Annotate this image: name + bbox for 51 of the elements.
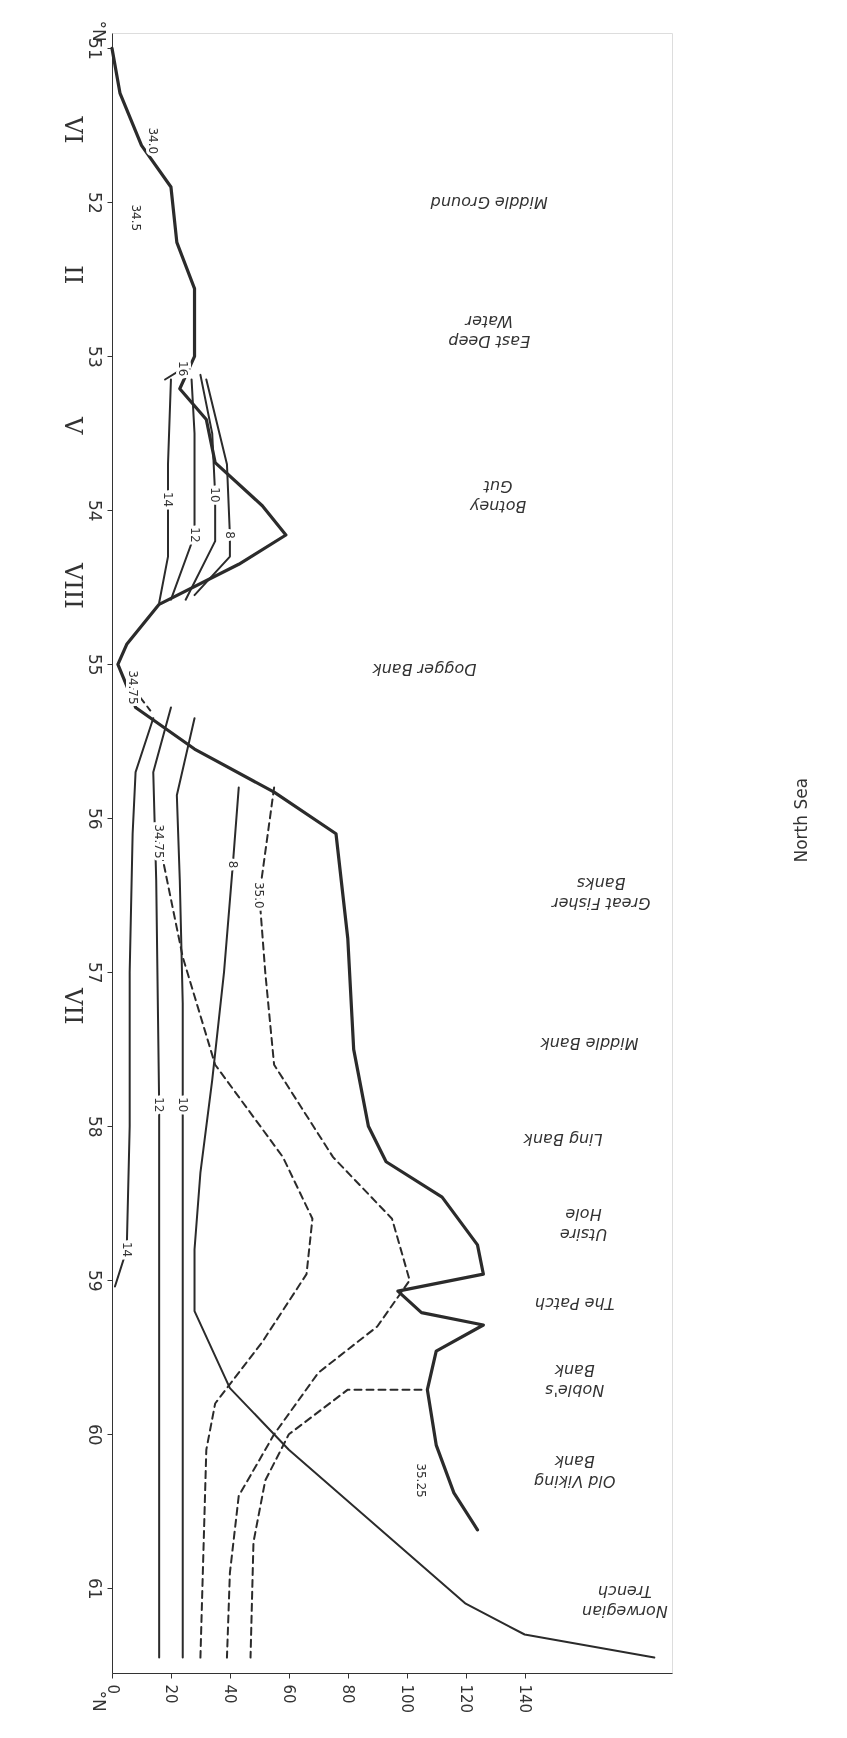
annotation: Old Viking Bank [533,1451,616,1491]
y-tick-label: 61 [84,1577,105,1600]
annotation: Dogger Bank [371,659,477,679]
annotation: 8 [225,860,240,869]
text: II [59,265,87,285]
y-tick-label: 60 [84,1423,105,1446]
y-tick-label: 53 [84,346,105,368]
annotation: 34.75 [125,670,140,705]
annotation: 34.75 [152,824,167,859]
y-tick-label: 52 [84,192,105,214]
annotation: 12 [152,1097,167,1113]
x-tick-label: 100 [398,1684,417,1714]
annotation: 14 [119,1241,134,1258]
x-tick-label: 40 [221,1684,240,1704]
annotation: The Patch [534,1294,615,1314]
text: North Sea [791,777,811,863]
annotation: 8 [222,531,237,539]
x-tick-label: 120 [457,1684,476,1714]
y-tick-label: 56 [84,808,105,830]
annotation: Utsire Hole [559,1205,608,1245]
annotation: 34.5 [128,204,143,232]
annotation: 14 [161,491,175,508]
annotation: 12 [187,527,202,543]
annotation: Norwegian Trench [581,1582,668,1622]
annotation: East Deep Water [448,311,531,351]
annotation: 34.0 [146,127,161,155]
text: VIII [59,561,87,609]
annotation: 16 [175,361,190,377]
y-tick-label: 54 [84,500,105,522]
annotation: Ling Bank [522,1129,603,1149]
annotation: Botney Gut [469,476,527,516]
text: VII [59,987,87,1025]
annotation: 35.25 [414,1463,429,1498]
text: V [59,416,87,435]
x-tick-label: 60 [280,1684,299,1704]
x-tick-label: 80 [339,1684,358,1704]
y-tick-label: 59 [84,1270,105,1292]
annotation: Noble's Bank [545,1360,605,1400]
annotation: Middle Ground [429,193,548,213]
x-tick-label: 20 [162,1684,181,1704]
y-tick-label: 58 [84,1116,105,1138]
annotation: 10 [175,1097,190,1113]
y-tick-label: 55 [84,654,105,676]
y-tick-label: 57 [84,962,105,984]
annotation: 35.0 [252,881,267,909]
annotation: Great Fisher Banks [550,874,651,914]
annotation: 10 [208,487,223,503]
text: VI [59,115,87,144]
x-tick-label: 140 [516,1684,535,1714]
text: °N [89,1690,109,1712]
annotation: Middle Bank [539,1034,639,1054]
